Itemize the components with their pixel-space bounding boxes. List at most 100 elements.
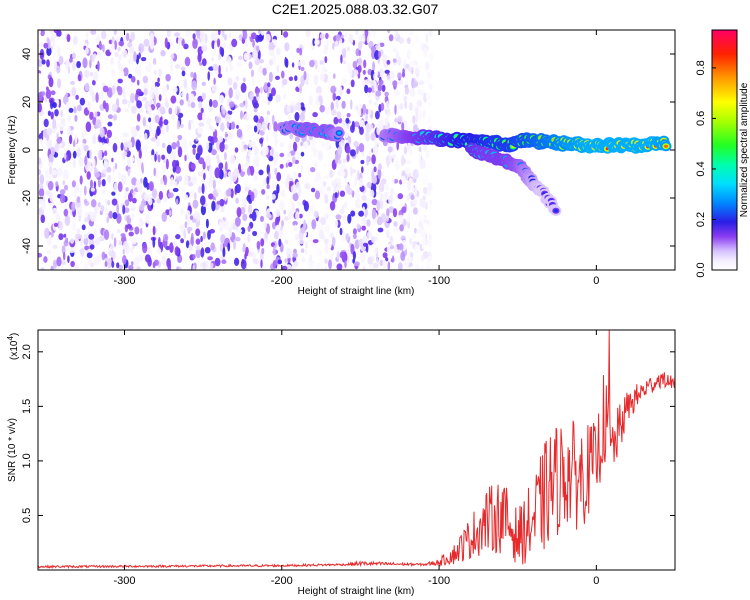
noise-speckle	[38, 157, 42, 165]
noise-speckle	[386, 208, 390, 218]
noise-speckle	[257, 34, 264, 42]
noise-speckle	[152, 237, 156, 248]
noise-speckle	[345, 233, 350, 241]
noise-speckle	[221, 259, 227, 265]
noise-speckle	[427, 255, 432, 262]
noise-speckle	[192, 33, 196, 40]
noise-speckle	[247, 225, 251, 232]
x-tick-label: 0	[593, 275, 599, 287]
noise-speckle	[148, 122, 153, 133]
noise-speckle	[198, 101, 203, 109]
noise-speckle	[102, 85, 109, 93]
noise-speckle	[67, 255, 70, 263]
noise-speckle	[109, 244, 115, 251]
noise-speckle	[298, 213, 303, 219]
noise-speckle	[409, 88, 416, 98]
noise-speckle	[84, 198, 88, 204]
noise-speckle	[427, 182, 433, 192]
noise-speckle	[69, 57, 73, 63]
noise-speckle	[352, 250, 356, 260]
noise-speckle	[353, 141, 359, 148]
noise-speckle	[350, 79, 355, 88]
noise-speckle	[223, 220, 230, 231]
noise-speckle	[126, 132, 130, 138]
noise-speckle	[171, 114, 175, 121]
noise-speckle	[386, 229, 390, 239]
noise-speckle	[73, 188, 78, 200]
noise-speckle	[227, 77, 233, 86]
noise-speckle	[427, 161, 432, 169]
noise-speckle	[132, 197, 137, 204]
noise-speckle	[414, 34, 420, 44]
noise-speckle	[418, 152, 422, 164]
noise-speckle	[407, 67, 413, 72]
noise-speckle	[260, 30, 265, 36]
noise-speckle	[111, 103, 118, 113]
noise-speckle	[126, 224, 132, 229]
noise-speckle	[57, 167, 63, 177]
noise-speckle	[375, 71, 379, 76]
noise-speckle	[87, 101, 91, 111]
noise-speckle	[46, 37, 50, 43]
noise-speckle	[187, 99, 191, 108]
noise-speckle	[209, 99, 213, 108]
noise-speckle	[276, 64, 280, 73]
noise-speckle	[253, 102, 259, 109]
noise-speckle	[271, 147, 274, 156]
noise-speckle	[153, 96, 157, 106]
noise-speckle	[137, 181, 142, 192]
noise-speckle	[47, 110, 52, 117]
noise-speckle	[254, 87, 261, 94]
noise-speckle	[138, 43, 145, 54]
noise-speckle	[369, 99, 372, 105]
colorbar-tick-label: 0.8	[695, 60, 707, 75]
noise-speckle	[143, 132, 148, 141]
noise-speckle	[53, 222, 59, 227]
noise-speckle	[397, 103, 401, 109]
noise-speckle	[121, 174, 127, 185]
noise-speckle	[50, 231, 54, 238]
noise-speckle	[160, 50, 166, 57]
noise-speckle	[109, 47, 114, 53]
noise-speckle	[117, 181, 123, 192]
noise-speckle	[376, 216, 383, 226]
noise-speckle	[207, 230, 211, 240]
noise-speckle	[153, 167, 156, 177]
noise-speckle	[168, 107, 173, 115]
noise-speckle	[147, 246, 152, 254]
noise-speckle	[409, 237, 413, 245]
colorbar: 0.0 0.2 0.4 0.6 0.8 Normalized spectral ampl…	[695, 29, 750, 278]
noise-speckle	[47, 180, 54, 191]
noise-speckle	[73, 106, 77, 114]
noise-speckle	[366, 35, 370, 44]
noise-speckle	[130, 31, 136, 41]
noise-speckle	[346, 88, 351, 95]
noise-speckle	[243, 113, 250, 121]
noise-speckle	[371, 236, 376, 243]
noise-speckle	[218, 162, 224, 170]
noise-speckle	[384, 183, 390, 191]
noise-speckle	[312, 38, 316, 47]
noise-speckle	[101, 251, 106, 261]
noise-speckle	[110, 57, 114, 66]
noise-speckle	[219, 243, 223, 252]
noise-speckle	[281, 265, 288, 270]
noise-speckle	[214, 41, 217, 53]
noise-speckle	[169, 242, 174, 254]
noise-speckle	[111, 233, 114, 240]
noise-speckle	[43, 118, 49, 128]
noise-speckle	[100, 205, 105, 212]
noise-speckle	[324, 194, 329, 205]
noise-speckle	[409, 102, 413, 111]
noise-speckle	[205, 260, 209, 269]
noise-speckle	[284, 177, 290, 189]
noise-speckle	[274, 231, 279, 240]
noise-speckle	[102, 44, 105, 53]
noise-speckle	[67, 115, 72, 122]
noise-speckle	[394, 104, 397, 115]
noise-speckle	[138, 52, 141, 59]
noise-speckle	[261, 247, 265, 255]
noise-speckle	[297, 61, 302, 67]
noise-speckle	[103, 229, 110, 241]
noise-speckle	[404, 100, 408, 109]
